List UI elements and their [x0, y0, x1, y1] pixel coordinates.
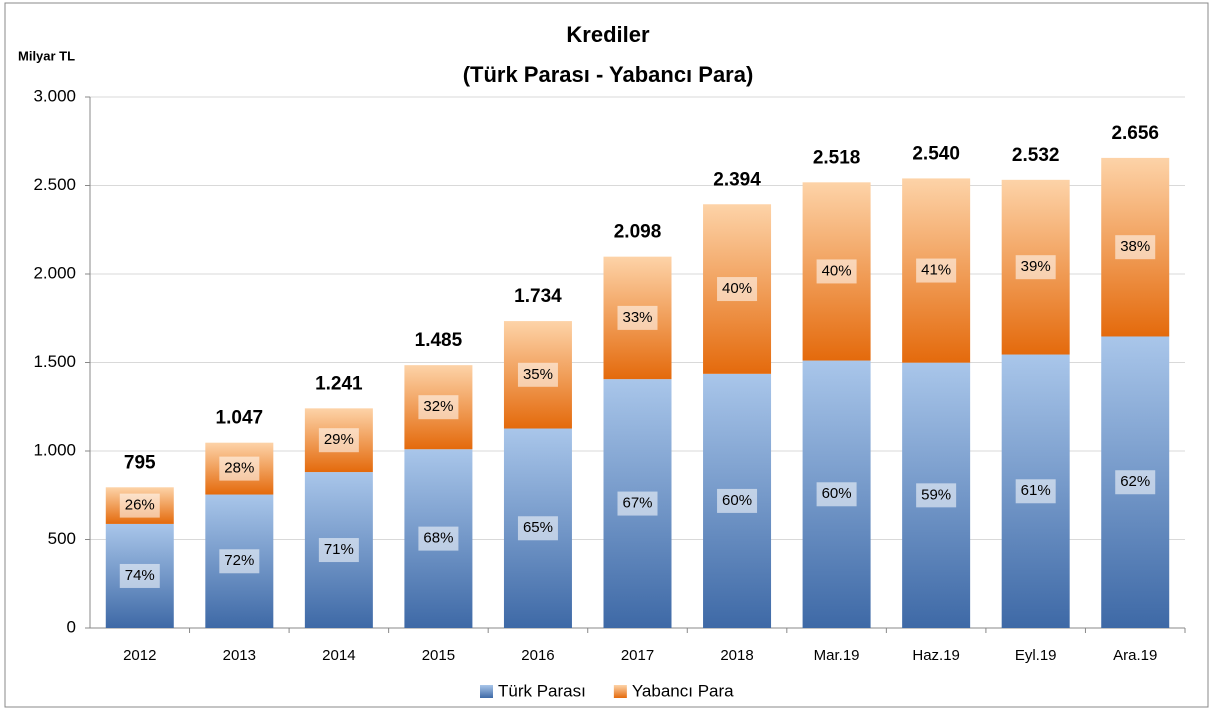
- legend-swatch: [613, 685, 627, 698]
- share-label: 61%: [1021, 482, 1051, 499]
- share-label-bg: [1115, 235, 1156, 260]
- share-label-bg: [1115, 470, 1156, 495]
- share-label: 60%: [722, 492, 752, 509]
- y-axis-label: Milyar TL: [18, 48, 75, 63]
- y-tick-label: 500: [48, 529, 76, 548]
- x-tick-label: 2014: [322, 647, 355, 664]
- share-label-bg: [916, 258, 957, 283]
- x-tick-label: 2013: [223, 647, 256, 664]
- total-label: 2.656: [1111, 123, 1159, 144]
- x-tick-label: 2018: [720, 647, 753, 664]
- total-label: 2.532: [1012, 145, 1060, 166]
- y-tick-label: 3.000: [33, 86, 76, 105]
- total-label: 2.540: [912, 143, 960, 164]
- chart-subtitle: (Türk Parası - Yabancı Para): [463, 62, 754, 87]
- y-tick-label: 2.500: [33, 175, 76, 194]
- x-tick-label: Eyl.19: [1015, 647, 1057, 664]
- share-label-bg: [617, 491, 658, 516]
- x-tick-label: 2017: [621, 647, 654, 664]
- share-label: 59%: [921, 486, 951, 503]
- share-label: 72%: [224, 552, 254, 569]
- y-tick-label: 1.000: [33, 440, 76, 459]
- share-label-bg: [318, 538, 359, 563]
- share-label-bg: [219, 549, 260, 574]
- x-tick-label: 2016: [521, 647, 554, 664]
- share-label: 32%: [423, 398, 453, 415]
- share-label: 28%: [224, 460, 254, 477]
- share-label: 38%: [1120, 238, 1150, 255]
- x-tick-label: Haz.19: [912, 647, 960, 664]
- share-label: 33%: [622, 309, 652, 326]
- share-label-bg: [219, 456, 260, 481]
- share-label-bg: [1015, 479, 1056, 504]
- x-tick-label: 2015: [422, 647, 455, 664]
- share-label-bg: [517, 362, 558, 387]
- share-label-bg: [717, 488, 758, 513]
- total-label: 1.734: [514, 286, 562, 307]
- share-label: 74%: [125, 567, 155, 584]
- y-tick-label: 1.500: [33, 352, 76, 371]
- share-label: 35%: [523, 366, 553, 383]
- legend-swatch: [480, 685, 493, 698]
- share-label-bg: [318, 428, 359, 453]
- legend-label: Yabancı Para: [632, 681, 734, 700]
- x-tick-label: Mar.19: [814, 647, 860, 664]
- share-label-bg: [816, 259, 857, 284]
- x-tick-label: 2012: [123, 647, 156, 664]
- share-label-bg: [119, 493, 160, 518]
- share-label-bg: [717, 277, 758, 302]
- chart-title: Krediler: [566, 22, 650, 47]
- share-label: 62%: [1120, 473, 1150, 490]
- share-label-bg: [418, 526, 459, 551]
- share-label: 71%: [324, 541, 354, 558]
- total-label: 1.047: [216, 408, 264, 429]
- share-label: 67%: [622, 495, 652, 512]
- y-tick-label: 2.000: [33, 263, 76, 282]
- legend-label: Türk Parası: [498, 681, 586, 700]
- share-label-bg: [816, 482, 857, 507]
- total-label: 2.098: [614, 222, 662, 243]
- share-label: 26%: [125, 497, 155, 514]
- share-label: 65%: [523, 519, 553, 536]
- share-label: 29%: [324, 431, 354, 448]
- total-label: 2.518: [813, 147, 861, 168]
- total-label: 1.485: [415, 330, 463, 351]
- share-label-bg: [517, 516, 558, 541]
- share-label: 40%: [722, 280, 752, 297]
- total-label: 2.394: [713, 169, 761, 190]
- share-label-bg: [1015, 255, 1056, 280]
- total-label: 795: [124, 452, 156, 473]
- share-label-bg: [916, 483, 957, 508]
- share-label: 40%: [822, 262, 852, 279]
- x-tick-label: Ara.19: [1113, 647, 1157, 664]
- share-label-bg: [119, 563, 160, 588]
- share-label: 60%: [822, 485, 852, 502]
- share-label: 39%: [1021, 258, 1051, 275]
- share-label: 41%: [921, 262, 951, 279]
- share-label: 68%: [423, 530, 453, 547]
- share-label-bg: [617, 305, 658, 330]
- y-tick-label: 0: [67, 617, 76, 636]
- total-label: 1.241: [315, 373, 363, 394]
- share-label-bg: [418, 395, 459, 420]
